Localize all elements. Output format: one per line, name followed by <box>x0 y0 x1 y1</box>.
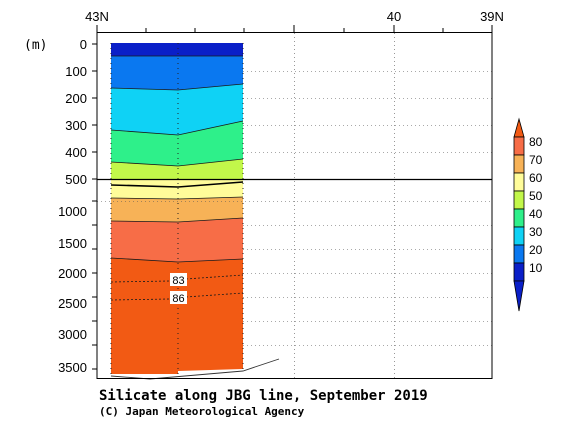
contour-label-86-text: 86 <box>172 293 184 305</box>
colorbar-top-arrow <box>513 117 525 138</box>
band-70-80 <box>111 218 243 262</box>
colorbar-label-30: 30 <box>529 225 543 239</box>
y-tick-labels: 0 100 200 300 400 500 1000 1500 2000 250… <box>58 37 87 375</box>
section-fill <box>111 43 243 374</box>
chart-title: Silicate along JBG line, September 2019 <box>99 388 428 404</box>
contour-label-86: 86 <box>170 291 187 305</box>
x-tick-39n: 39N <box>480 9 504 24</box>
y-tick-100: 100 <box>65 64 87 79</box>
y-tick-0: 0 <box>80 37 87 52</box>
band-10-20 <box>111 56 243 90</box>
y-tick-3500: 3500 <box>58 360 87 375</box>
grid <box>97 33 492 378</box>
y-tick-3000: 3000 <box>58 327 87 342</box>
bottom-topography <box>110 358 280 380</box>
plot-frame <box>96 32 493 379</box>
x-axis-ticks <box>96 25 493 32</box>
colorbar-label-70: 70 <box>529 153 543 167</box>
colorbar-label-80: 80 <box>529 135 543 149</box>
colorbar-label-20: 20 <box>529 243 543 257</box>
colorbar-labels: 80 70 60 50 40 30 20 10 <box>529 135 543 275</box>
band-60-70 <box>111 197 243 222</box>
colorbar-label-60: 60 <box>529 171 543 185</box>
contour-label-83: 83 <box>170 273 187 287</box>
band-80plus <box>111 258 243 374</box>
band-20-30 <box>111 84 243 135</box>
chart-credit: (C) Japan Meteorological Agency <box>99 405 305 418</box>
y-tick-400: 400 <box>65 145 87 160</box>
y-tick-500: 500 <box>65 172 87 187</box>
y-axis-ticks <box>92 43 97 370</box>
colorbar-label-40: 40 <box>529 207 543 221</box>
colorbar-label-10: 10 <box>529 261 543 275</box>
y-tick-1000: 1000 <box>58 204 87 219</box>
y-tick-300: 300 <box>65 118 87 133</box>
contour-label-83-text: 83 <box>172 275 184 287</box>
band-0-10 <box>111 43 243 56</box>
contour-lines <box>110 55 244 301</box>
x-tick-43n: 43N <box>85 9 109 24</box>
colorbar-bottom-arrow <box>513 280 525 312</box>
y-tick-200: 200 <box>65 91 87 106</box>
y-tick-1500: 1500 <box>58 236 87 251</box>
y-axis-unit: (m) <box>24 38 47 53</box>
contour-55 <box>110 181 244 188</box>
station-sampling-points <box>110 43 244 374</box>
colorbar <box>513 117 525 312</box>
y-tick-2500: 2500 <box>58 296 87 311</box>
x-tick-40: 40 <box>387 9 401 24</box>
band-30-40 <box>111 121 243 166</box>
band-50-60 <box>111 179 243 199</box>
y-tick-2000: 2000 <box>58 266 87 281</box>
colorbar-label-50: 50 <box>529 189 543 203</box>
